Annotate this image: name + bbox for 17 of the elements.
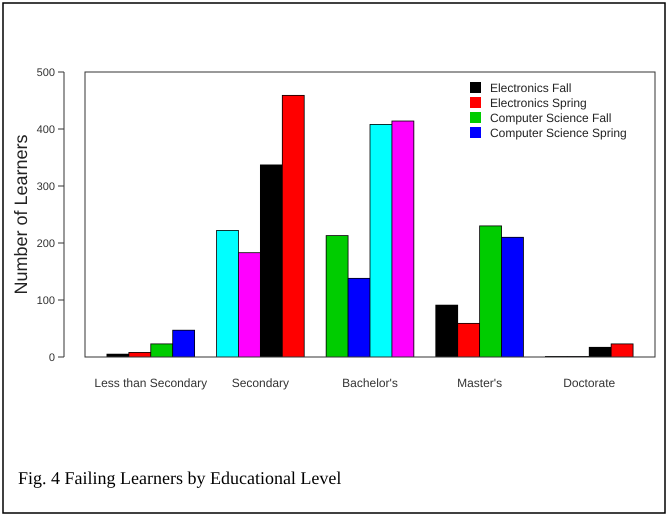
y-tick-label: 300: [36, 180, 55, 193]
y-axis-title: Number of Learners: [11, 134, 31, 295]
legend-label: Electronics Fall: [490, 81, 572, 96]
y-tick-label: 0: [48, 352, 55, 364]
y-tick-label: 500: [36, 66, 55, 79]
caption: Fig. 4 Failing Learners by Educational Level: [18, 468, 342, 488]
y-tick-label: 200: [36, 238, 55, 250]
y-tick-label: 400: [36, 124, 55, 136]
x-tick-label: Master's: [457, 376, 502, 390]
x-tick-label: Doctorate: [563, 376, 616, 390]
legend-label: Computer Science Fall: [490, 111, 612, 126]
y-tick-label: 100: [36, 294, 55, 307]
legend-label: Electronics Spring: [490, 96, 587, 110]
legend-label: Computer Science Spring: [490, 126, 627, 140]
x-tick-label: Less than Secondary: [94, 376, 208, 390]
x-tick-label: Bachelor's: [342, 376, 398, 390]
x-tick-label: Secondary: [232, 376, 290, 390]
